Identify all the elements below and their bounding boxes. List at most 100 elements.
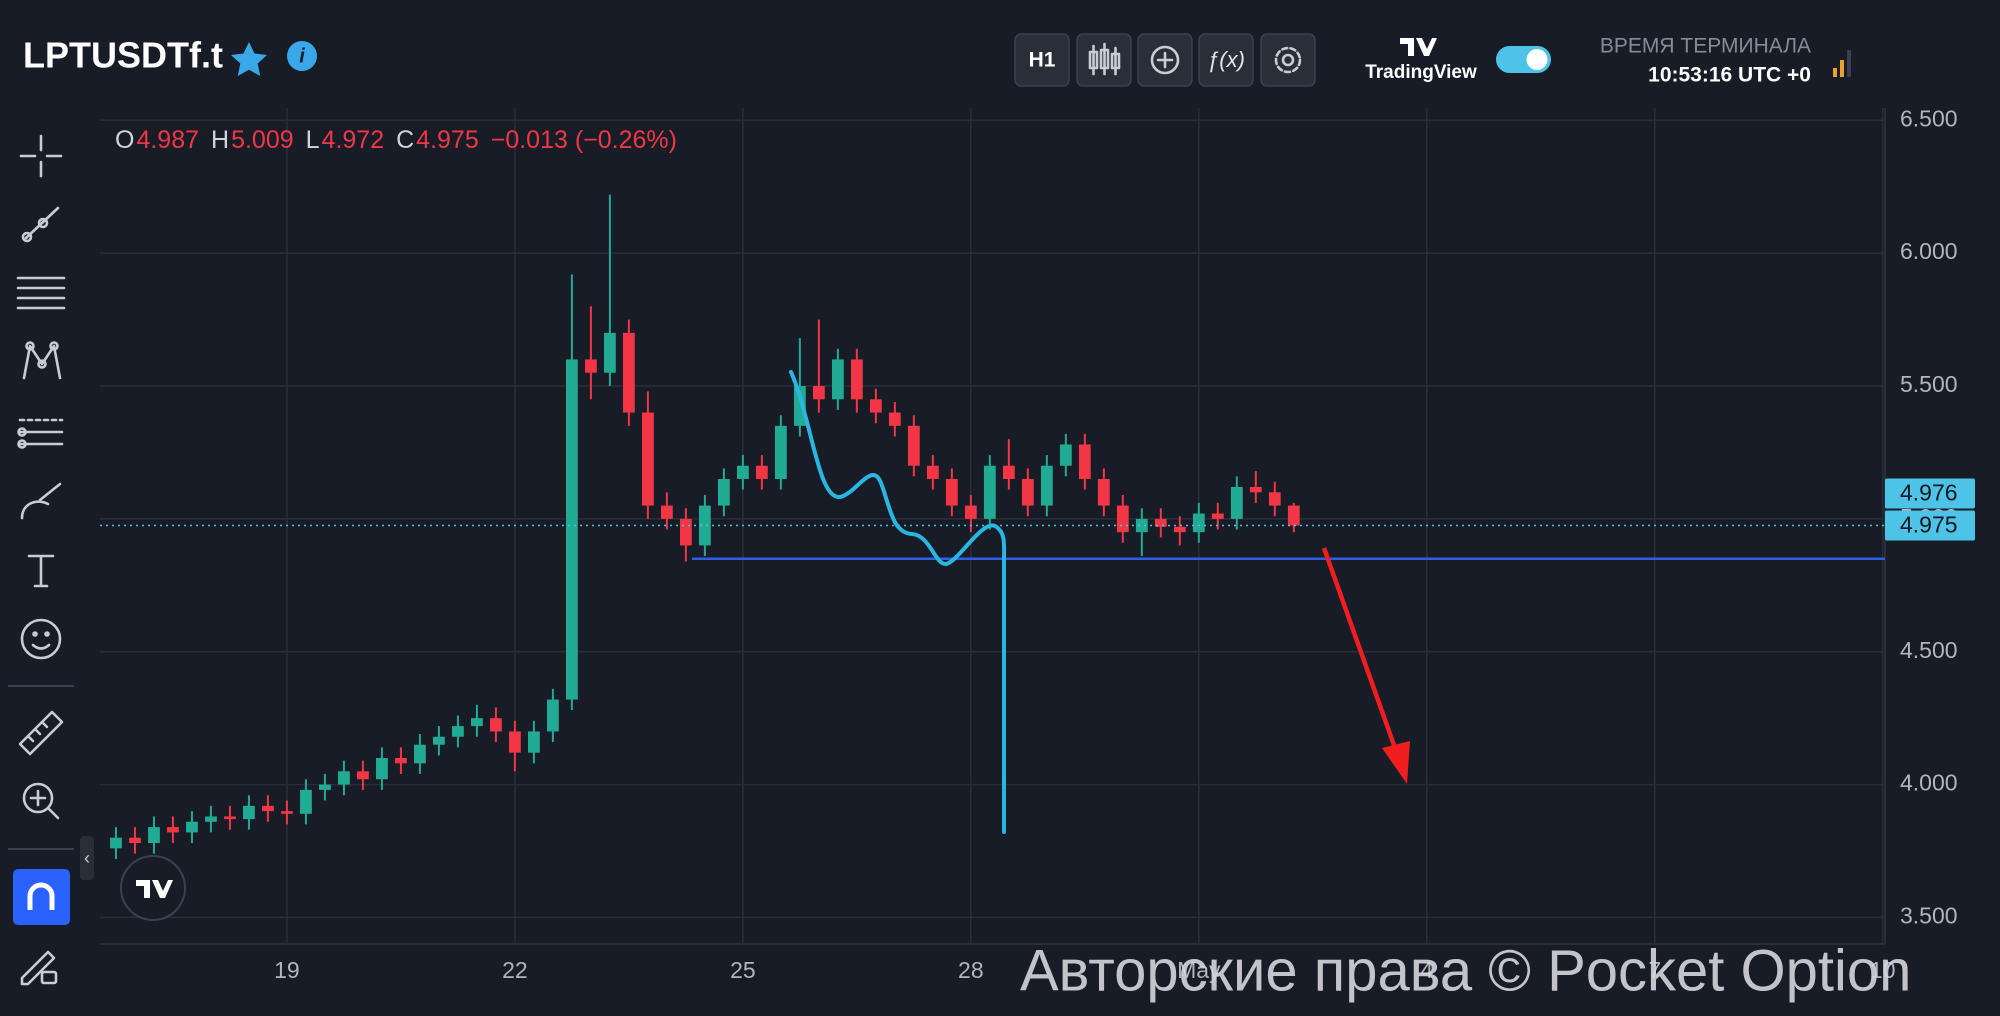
candle-body	[300, 789, 312, 814]
candle-body	[528, 731, 540, 753]
candle-body	[1078, 444, 1091, 479]
trend-line-tool[interactable]	[21, 206, 60, 243]
collapse-tab[interactable]	[80, 836, 94, 880]
crosshair-tool[interactable]	[19, 134, 63, 178]
pattern-tool[interactable]	[22, 341, 62, 380]
symbol: LPTUSDTf.t	[23, 35, 223, 76]
x-tick-label: 25	[730, 957, 756, 983]
candle-body	[452, 726, 464, 737]
candle-body	[167, 827, 179, 833]
candle-body	[774, 425, 787, 479]
x-tick-label: 19	[274, 957, 300, 983]
ohlc-key: L	[306, 126, 320, 154]
toolbar: ‹	[8, 134, 94, 986]
candle-body	[1173, 526, 1186, 533]
watermark: Авторские права © Pocket Option	[1020, 938, 1911, 1003]
hand-drawn-curve	[789, 370, 1007, 834]
y-tick-label: 3.500	[1900, 903, 1958, 929]
zoom-tool[interactable]	[22, 782, 60, 820]
candle-body	[585, 359, 597, 373]
candle-body	[604, 332, 616, 373]
indicators-button[interactable]	[1198, 33, 1254, 87]
red-arrow-head	[1382, 741, 1410, 784]
prediction-tool[interactable]	[17, 418, 64, 449]
drawings	[789, 370, 1410, 834]
ruler-tool[interactable]	[18, 710, 64, 756]
candle-body	[660, 505, 673, 519]
plot-area: 3.5004.0004.5005.0005.5006.0006.50019222…	[100, 0, 2000, 983]
candle-body	[338, 771, 350, 785]
info-button[interactable]	[287, 41, 317, 71]
brush-tool[interactable]	[20, 482, 62, 520]
candle-body	[414, 744, 426, 764]
candle-body	[547, 699, 559, 732]
candle-body	[869, 399, 882, 413]
signal-icon	[1833, 50, 1851, 77]
price-label: 4.976	[1900, 480, 1958, 506]
text-tool[interactable]	[27, 554, 55, 588]
candle-body	[679, 518, 692, 546]
candle-body	[376, 758, 388, 780]
fib-tool[interactable]	[16, 276, 66, 310]
candle-body	[129, 837, 141, 844]
candle-body	[1002, 465, 1015, 479]
candle-body	[793, 386, 806, 426]
candles-icon	[1088, 42, 1121, 76]
price-label: 4.975	[1900, 512, 1958, 538]
candle-body	[186, 821, 198, 833]
candle-body	[1211, 513, 1224, 519]
candle-body	[1268, 492, 1281, 506]
candle-body	[509, 731, 521, 753]
candle-body	[831, 359, 844, 400]
candle-body	[319, 784, 331, 790]
tv-badge-logo	[136, 880, 173, 898]
candle-body	[1116, 505, 1129, 533]
magnet-tool[interactable]	[13, 869, 70, 925]
y-tick-label: 6.500	[1900, 105, 1958, 131]
candle-body	[907, 425, 920, 466]
x-tick-label: 28	[958, 957, 984, 983]
y-tick-label: 5.500	[1900, 371, 1958, 397]
y-tick-label: 6.000	[1900, 238, 1958, 264]
x-tick-label: 22	[502, 957, 528, 983]
tv-badge[interactable]	[120, 855, 186, 921]
add-icon	[1150, 45, 1180, 75]
ohlc-change: −0.013 (−0.26%)	[491, 126, 677, 154]
interval-button[interactable]	[1014, 33, 1070, 87]
price-label-box	[1885, 510, 1975, 541]
x-tick-label: 4	[1420, 957, 1433, 983]
info-icon: i	[299, 45, 305, 67]
candle-body	[471, 718, 483, 727]
magnet-icon	[27, 882, 55, 910]
favorite-star[interactable]	[231, 42, 267, 76]
candle-body	[622, 332, 635, 413]
x-tick-label: 10	[1870, 957, 1896, 983]
candle-body	[1097, 479, 1110, 506]
x-tick-label: 7	[1648, 957, 1661, 983]
candle-body	[926, 465, 939, 479]
candle-body	[224, 816, 236, 820]
candle-body	[755, 465, 768, 479]
candle-body	[281, 811, 293, 814]
settings-button[interactable]	[1260, 33, 1316, 87]
price-label-box	[1885, 478, 1975, 509]
candle-body	[110, 837, 122, 849]
x-tick-label: May	[1177, 957, 1221, 983]
candle-body	[395, 758, 407, 764]
candle-body	[850, 359, 863, 400]
ohlc-key: H	[211, 126, 229, 154]
candle-body	[1154, 518, 1167, 527]
interval-label: H1	[1029, 49, 1056, 72]
candle-body	[433, 736, 445, 745]
y-tick-label: 4.000	[1900, 770, 1958, 796]
candle-body	[641, 412, 654, 506]
emoji-tool[interactable]	[20, 618, 62, 660]
tradingview-logo	[1400, 38, 1437, 56]
candle-body	[1135, 518, 1148, 533]
candle-body	[243, 805, 255, 820]
red-arrow	[1321, 547, 1403, 763]
settings-icon	[1274, 46, 1302, 74]
lock-draw-tool[interactable]	[20, 950, 58, 986]
